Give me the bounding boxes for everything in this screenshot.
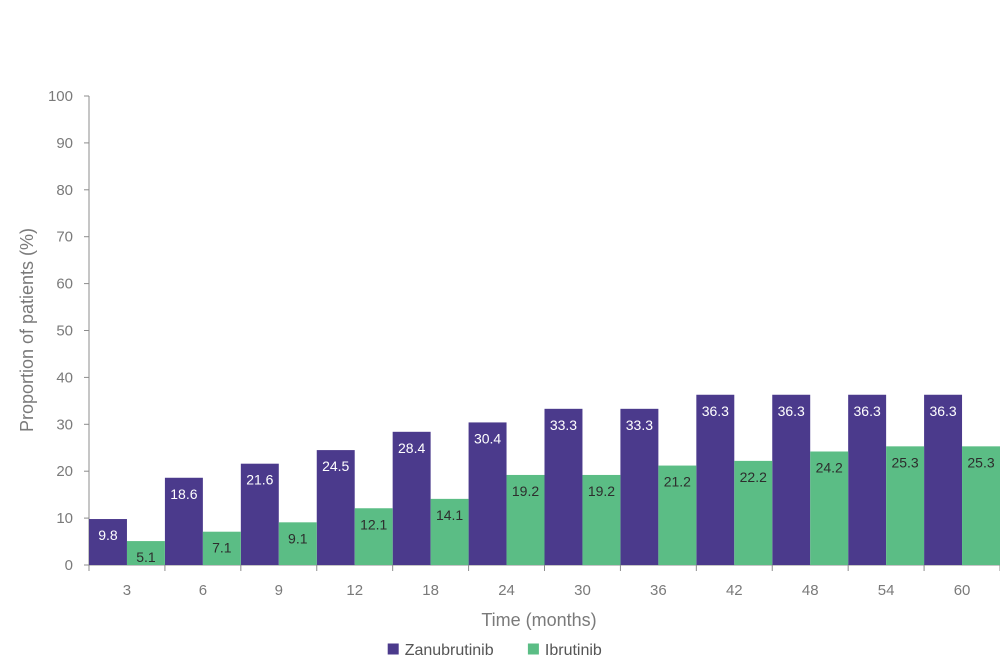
x-axis-title: Time (months) xyxy=(481,610,596,630)
legend-label: Ibrutinib xyxy=(545,642,602,659)
bar-ibrutinib xyxy=(962,446,1000,565)
y-axis-title: Proportion of patients (%) xyxy=(17,228,37,432)
x-tick-label: 9 xyxy=(275,582,283,599)
y-tick-label: 70 xyxy=(56,229,73,246)
bar-zanubrutinib xyxy=(89,519,127,565)
data-label: 5.1 xyxy=(136,549,156,565)
data-label: 24.2 xyxy=(816,460,843,476)
data-label: 14.1 xyxy=(436,507,463,523)
data-label: 30.4 xyxy=(474,430,501,446)
x-tick-label: 12 xyxy=(346,582,363,599)
data-label: 33.3 xyxy=(550,417,577,433)
data-label: 9.1 xyxy=(288,530,308,546)
data-label: 7.1 xyxy=(212,540,232,556)
bars xyxy=(89,394,1000,565)
data-labels: 9.8 18.6 21.6 24.5 28.4 30.4 33.3 33.3 36.3 36.3 3… xyxy=(98,403,995,565)
bar-zanubrutinib xyxy=(924,394,963,565)
data-label: 36.3 xyxy=(778,403,805,419)
data-label: 36.3 xyxy=(929,403,956,419)
x-tick-label: 24 xyxy=(498,582,515,599)
x-tick-label: 3 xyxy=(123,582,131,599)
x-tick-label: 18 xyxy=(422,582,439,599)
y-tick-label: 30 xyxy=(56,416,73,433)
bar-ibrutinib xyxy=(354,508,393,565)
y-tick-label: 60 xyxy=(56,276,73,293)
data-label: 24.5 xyxy=(322,458,349,474)
bar-ibrutinib xyxy=(506,474,545,565)
data-label: 25.3 xyxy=(891,454,918,470)
legend-swatch xyxy=(527,643,539,655)
data-label: 36.3 xyxy=(702,403,729,419)
y-tick-label: 90 xyxy=(56,135,73,152)
data-label: 9.8 xyxy=(98,527,118,543)
bar-zanubrutinib xyxy=(392,431,431,565)
bar-zanubrutinib xyxy=(164,477,203,565)
x-tick-label: 48 xyxy=(802,582,819,599)
bar-zanubrutinib xyxy=(696,394,735,565)
y-tick-label: 20 xyxy=(56,463,73,480)
bar-ibrutinib xyxy=(126,541,165,565)
legend-swatch xyxy=(387,643,399,655)
x-tick-label: 36 xyxy=(650,582,667,599)
data-label: 21.6 xyxy=(246,472,273,488)
bar-zanubrutinib xyxy=(544,408,583,565)
bar-zanubrutinib xyxy=(620,408,659,565)
y-tick-label: 50 xyxy=(56,323,73,340)
bar-ibrutinib xyxy=(810,451,849,565)
bar-ibrutinib xyxy=(430,498,469,565)
bar-ibrutinib xyxy=(202,531,241,565)
bar-ibrutinib xyxy=(734,460,773,565)
data-label: 33.3 xyxy=(626,417,653,433)
bar-zanubrutinib xyxy=(848,394,887,565)
data-label: 18.6 xyxy=(170,486,197,502)
y-tick-label: 100 xyxy=(48,88,73,105)
legend: Zanubrutinib Ibrutinib xyxy=(387,642,602,659)
y-tick-label: 40 xyxy=(56,369,73,386)
x-axis: 3 6 9 12 18 24 30 36 42 48 54 60 xyxy=(88,564,1000,599)
x-tick-label: 60 xyxy=(954,582,971,599)
bar-zanubrutinib xyxy=(240,463,279,565)
bar-zanubrutinib xyxy=(468,422,507,565)
bar-ibrutinib xyxy=(886,446,925,565)
x-tick-label: 54 xyxy=(878,582,895,599)
data-label: 22.2 xyxy=(740,469,767,485)
data-label: 19.2 xyxy=(512,483,539,499)
x-tick-label: 6 xyxy=(199,582,207,599)
bar-zanubrutinib xyxy=(316,450,355,565)
data-label: 36.3 xyxy=(854,403,881,419)
data-label: 12.1 xyxy=(360,516,387,532)
bar-ibrutinib xyxy=(582,474,621,565)
y-tick-label: 80 xyxy=(56,182,73,199)
data-label: 19.2 xyxy=(588,483,615,499)
legend-label: Zanubrutinib xyxy=(405,642,494,659)
y-tick-label: 0 xyxy=(65,557,73,574)
data-label: 21.2 xyxy=(664,474,691,490)
bar-zanubrutinib xyxy=(772,394,811,565)
x-tick-label: 42 xyxy=(726,582,743,599)
bar-ibrutinib xyxy=(278,522,317,565)
data-label: 28.4 xyxy=(398,440,425,456)
y-tick-label: 10 xyxy=(56,510,73,527)
bar-ibrutinib xyxy=(658,465,697,565)
x-tick-label: 30 xyxy=(574,582,591,599)
data-label: 25.3 xyxy=(967,454,994,470)
y-axis: 0 10 20 30 40 50 60 70 80 90 100 xyxy=(48,88,90,574)
